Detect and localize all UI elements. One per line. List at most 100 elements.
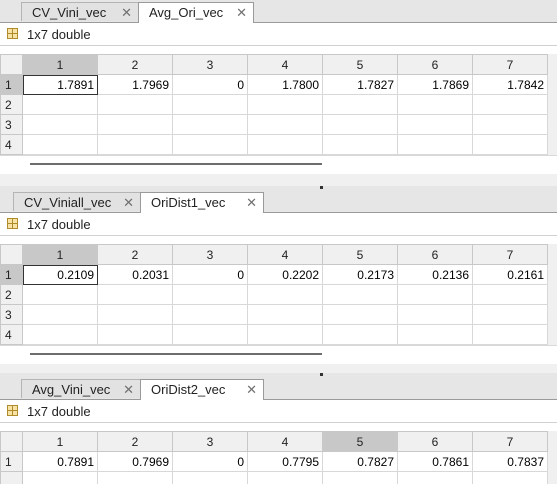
data-cell[interactable] <box>22 324 98 345</box>
data-cell[interactable]: 0.2173 <box>322 264 398 285</box>
column-header[interactable]: 6 <box>397 431 473 452</box>
data-cell[interactable]: 1.7891 <box>22 74 98 95</box>
data-cell[interactable] <box>472 114 548 135</box>
column-header[interactable]: 3 <box>172 431 248 452</box>
row-header[interactable]: 4 <box>0 324 23 345</box>
data-cell[interactable] <box>97 114 173 135</box>
data-cell[interactable] <box>172 284 248 305</box>
data-cell[interactable]: 1.7869 <box>397 74 473 95</box>
tab-cv-viniall-vec[interactable]: CV_Viniall_vec ✕ <box>13 192 141 211</box>
data-cell[interactable] <box>247 284 323 305</box>
close-icon[interactable]: ✕ <box>246 382 257 397</box>
data-cell[interactable] <box>22 134 98 155</box>
column-header[interactable]: 4 <box>247 244 323 265</box>
row-header[interactable]: 1 <box>0 451 23 472</box>
data-cell[interactable]: 0.7827 <box>322 451 398 472</box>
column-header[interactable]: 2 <box>97 244 173 265</box>
data-cell[interactable] <box>247 304 323 325</box>
horizontal-scrollbar[interactable] <box>0 155 557 174</box>
data-cell[interactable]: 0.7891 <box>22 451 98 472</box>
data-cell[interactable]: 0 <box>172 451 248 472</box>
column-header[interactable]: 1 <box>22 54 98 75</box>
column-header[interactable]: 4 <box>247 54 323 75</box>
panel-splitter[interactable] <box>0 186 557 190</box>
tab-avg-vini-vec[interactable]: Avg_Vini_vec ✕ <box>21 379 141 398</box>
data-cell[interactable]: 0.2031 <box>97 264 173 285</box>
row-header[interactable]: 1 <box>0 74 23 95</box>
data-cell[interactable] <box>97 284 173 305</box>
data-cell[interactable] <box>247 471 323 484</box>
data-cell[interactable] <box>22 114 98 135</box>
data-cell[interactable] <box>97 134 173 155</box>
data-cell[interactable] <box>322 114 398 135</box>
data-cell[interactable] <box>22 304 98 325</box>
column-header[interactable]: 4 <box>247 431 323 452</box>
data-cell[interactable] <box>397 471 473 484</box>
data-cell[interactable] <box>97 324 173 345</box>
close-icon[interactable]: ✕ <box>246 195 257 210</box>
row-header[interactable]: 3 <box>0 304 23 325</box>
data-cell[interactable] <box>22 284 98 305</box>
data-cell[interactable] <box>472 134 548 155</box>
column-header[interactable]: 7 <box>472 244 548 265</box>
data-cell[interactable] <box>472 284 548 305</box>
scrollbar-thumb[interactable] <box>30 163 322 165</box>
data-cell[interactable] <box>97 94 173 115</box>
data-cell[interactable] <box>397 114 473 135</box>
data-cell[interactable] <box>472 94 548 115</box>
data-cell[interactable] <box>97 471 173 484</box>
data-cell[interactable] <box>322 94 398 115</box>
data-cell[interactable]: 0.7861 <box>397 451 473 472</box>
close-icon[interactable]: ✕ <box>236 5 247 20</box>
data-cell[interactable] <box>247 94 323 115</box>
column-header[interactable]: 6 <box>397 54 473 75</box>
data-cell[interactable] <box>22 94 98 115</box>
data-cell[interactable] <box>172 304 248 325</box>
data-cell[interactable] <box>322 471 398 484</box>
column-header[interactable]: 1 <box>22 244 98 265</box>
corner-cell[interactable] <box>0 244 23 265</box>
data-cell[interactable] <box>472 471 548 484</box>
data-cell[interactable] <box>397 284 473 305</box>
row-header[interactable]: 2 <box>0 284 23 305</box>
row-header[interactable] <box>0 471 23 484</box>
row-header[interactable]: 4 <box>0 134 23 155</box>
corner-cell[interactable] <box>0 54 23 75</box>
tab-oridist1-vec[interactable]: OriDist1_vec ✕ <box>140 192 264 213</box>
data-cell[interactable]: 1.7969 <box>97 74 173 95</box>
data-cell[interactable]: 0.7969 <box>97 451 173 472</box>
data-cell[interactable]: 1.7827 <box>322 74 398 95</box>
column-header[interactable]: 5 <box>322 54 398 75</box>
data-cell[interactable]: 0.2136 <box>397 264 473 285</box>
column-header[interactable]: 1 <box>22 431 98 452</box>
data-cell[interactable] <box>397 134 473 155</box>
corner-cell[interactable] <box>0 431 23 452</box>
data-cell[interactable] <box>247 114 323 135</box>
data-cell[interactable] <box>322 284 398 305</box>
column-header[interactable]: 7 <box>472 54 548 75</box>
row-header[interactable]: 1 <box>0 264 23 285</box>
data-cell[interactable] <box>247 324 323 345</box>
data-cell[interactable] <box>322 324 398 345</box>
data-cell[interactable]: 0 <box>172 74 248 95</box>
data-cell[interactable] <box>172 94 248 115</box>
data-cell[interactable]: 0.7795 <box>247 451 323 472</box>
data-cell[interactable] <box>322 134 398 155</box>
data-cell[interactable]: 0 <box>172 264 248 285</box>
horizontal-scrollbar[interactable] <box>0 345 557 364</box>
tab-oridist2-vec[interactable]: OriDist2_vec ✕ <box>140 379 264 400</box>
data-cell[interactable] <box>247 134 323 155</box>
data-cell[interactable]: 0.2202 <box>247 264 323 285</box>
data-cell[interactable]: 1.7842 <box>472 74 548 95</box>
column-header[interactable]: 5 <box>322 431 398 452</box>
data-cell[interactable]: 0.2161 <box>472 264 548 285</box>
data-cell[interactable] <box>97 304 173 325</box>
row-header[interactable]: 3 <box>0 114 23 135</box>
data-cell[interactable] <box>472 324 548 345</box>
data-cell[interactable] <box>172 134 248 155</box>
data-cell[interactable]: 1.7800 <box>247 74 323 95</box>
data-cell[interactable] <box>397 94 473 115</box>
column-header[interactable]: 2 <box>97 431 173 452</box>
data-cell[interactable] <box>472 304 548 325</box>
column-header[interactable]: 3 <box>172 244 248 265</box>
